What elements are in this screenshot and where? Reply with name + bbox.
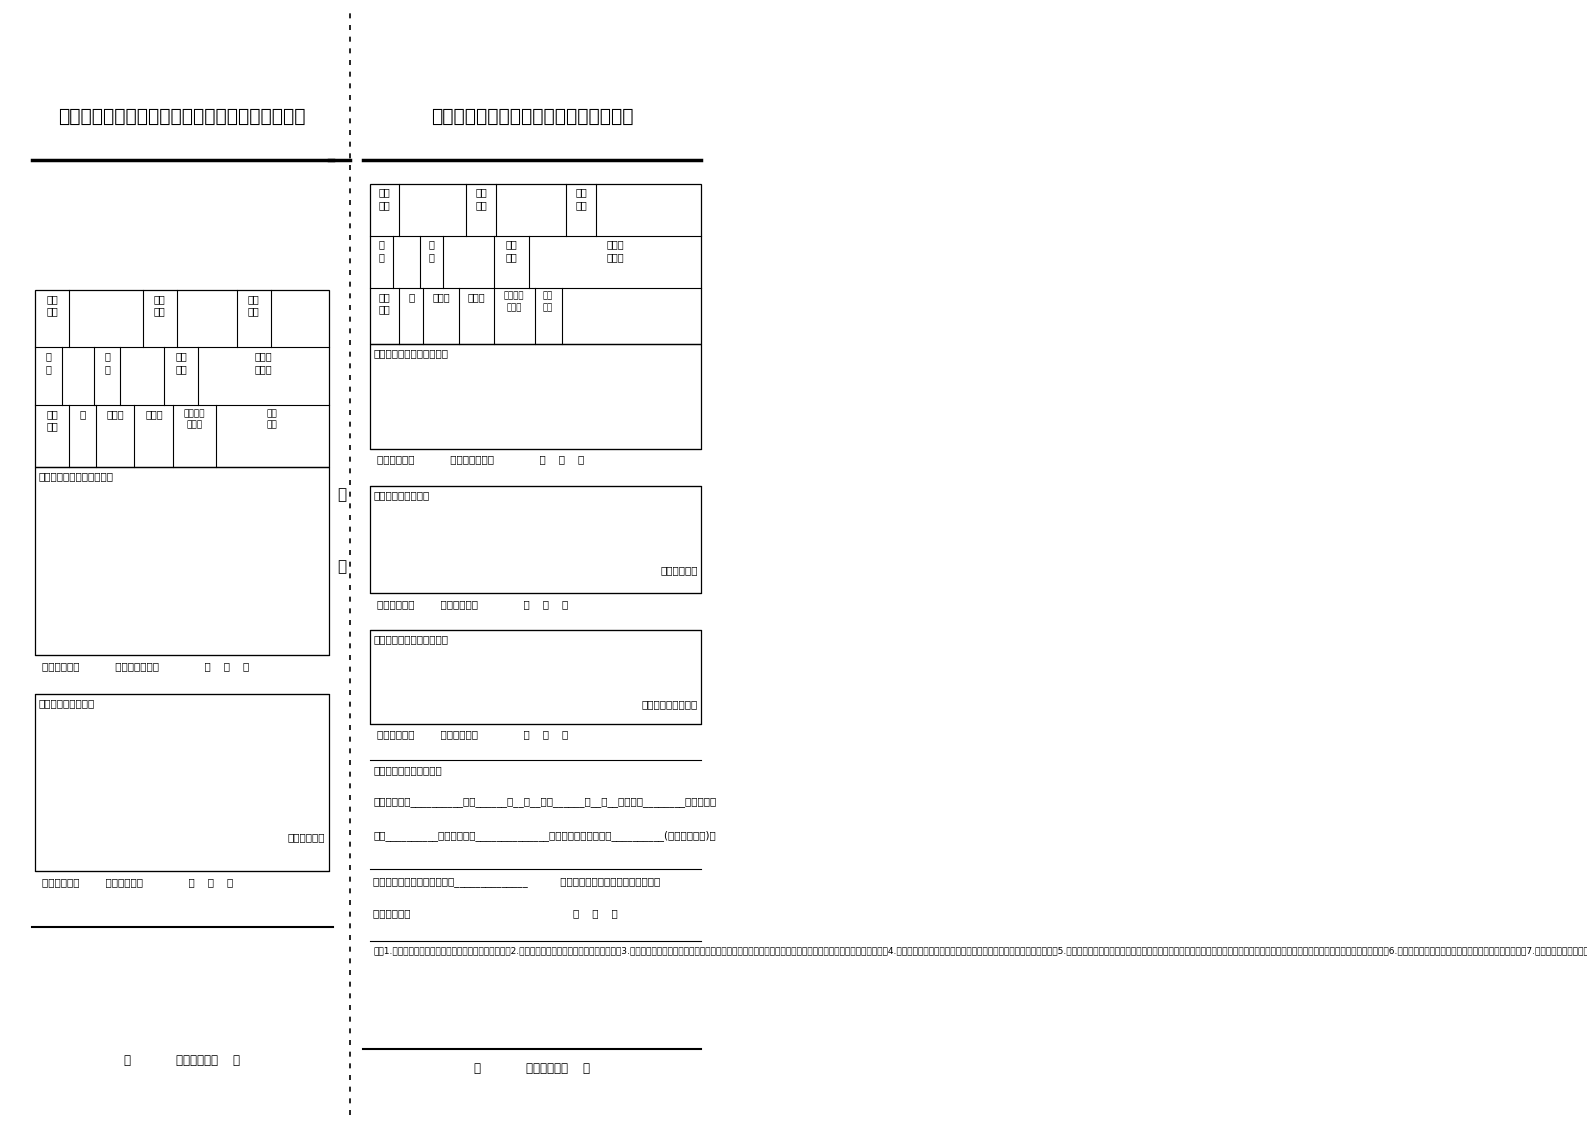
Text: 医院协查电话（固定电话）：______________          医疗机构（或新农合经办机构）盖章: 医院协查电话（固定电话）：______________ 医疗机构（或新农合经办机… [373, 876, 660, 886]
Text: （            新农合办）第    号: （ 新农合办）第 号 [124, 1054, 240, 1067]
Text: 所患
疾病: 所患 疾病 [576, 187, 587, 210]
Text: 转出医疗机构意见：: 转出医疗机构意见： [38, 698, 95, 708]
Text: 性
别: 性 别 [379, 240, 384, 263]
Text: （            新农合办）第    号: （ 新农合办）第 号 [475, 1061, 590, 1075]
Text: 甘肃省新型农村合作医疗转诊转院审批表（存根）: 甘肃省新型农村合作医疗转诊转院审批表（存根） [59, 107, 306, 126]
Text: 号: 号 [336, 559, 346, 574]
Text: 年
龄: 年 龄 [428, 240, 435, 263]
Text: 身份
证号: 身份 证号 [506, 240, 517, 263]
Bar [370, 629, 701, 724]
Text: 患者
地址: 患者 地址 [379, 292, 390, 314]
Text: 行政村: 行政村 [106, 410, 124, 420]
Bar [370, 343, 701, 449]
Text: 医疗机构盖章: 医疗机构盖章 [287, 833, 325, 843]
Text: 出院
日期: 出院 日期 [267, 410, 278, 430]
Text: 第: 第 [336, 487, 346, 502]
Text: 科主任签字：           经治医师签名：              年    月    日: 科主任签字： 经治医师签名： 年 月 日 [43, 661, 249, 671]
Text: 院号__________，住院总费用______________，住院和费用发生情况__________(属实，不属实)。: 院号__________，住院总费用______________，住院和费用发生… [373, 830, 716, 842]
Text: 科主任签字：           经治医师签名：              年    月    日: 科主任签字： 经治医师签名： 年 月 日 [378, 454, 584, 465]
Text: 注：1.各级新农合定点医疗机构必须落实分级分工制度；2.新农合患者应严格实行逐级转诊转院制度；3.转诊转院和住院时，患者须携带本人身份证、金穗惠农卡、户口簿、参: 注：1.各级新农合定点医疗机构必须落实分级分工制度；2.新农合患者应严格实行逐级… [373, 947, 1587, 956]
Text: 县农合办（局）审批意见：: 县农合办（局）审批意见： [373, 634, 449, 644]
Text: 医疗机构盖章: 医疗机构盖章 [660, 565, 698, 576]
Text: 身份
证号: 身份 证号 [175, 351, 187, 374]
Bar [35, 289, 329, 467]
Bar [35, 695, 329, 872]
Text: 甘肃省新型农村合作医疗转诊转院审批表: 甘肃省新型农村合作医疗转诊转院审批表 [430, 107, 633, 126]
Text: 自然村: 自然村 [468, 292, 486, 302]
Text: 所患
疾病: 所患 疾病 [248, 294, 259, 316]
Text: 患者
姓名: 患者 姓名 [379, 187, 390, 210]
Text: 年
龄: 年 龄 [105, 351, 110, 374]
Text: 患者
地址: 患者 地址 [46, 410, 57, 432]
Bar [35, 467, 329, 655]
Text: 病史摘要及转诊转院原因：: 病史摘要及转诊转院原因： [373, 348, 449, 358]
Text: 负责人签字：        经办人签字：              年    月    日: 负责人签字： 经办人签字： 年 月 日 [43, 876, 233, 886]
Text: 就诊或入
院日期: 就诊或入 院日期 [505, 292, 525, 312]
Bar [370, 184, 701, 343]
Text: 就诊或入
院日期: 就诊或入 院日期 [184, 410, 205, 430]
Text: 就诊
医院: 就诊 医院 [476, 187, 487, 210]
Text: 乡: 乡 [408, 292, 414, 302]
Text: 负责人签字：        经办人签字：              年    月    日: 负责人签字： 经办人签字： 年 月 日 [378, 599, 568, 608]
Text: 病史摘要及转诊转院原因：: 病史摘要及转诊转院原因： [38, 471, 114, 481]
Text: 经核实，患者__________，于______年__月__日至______年__月__日在我院________科住院，住: 经核实，患者__________，于______年__月__日至______年_… [373, 797, 717, 807]
Text: 转出医疗机构意见：: 转出医疗机构意见： [373, 490, 430, 500]
Text: 就诊
医院: 就诊 医院 [154, 294, 165, 316]
Bar [370, 486, 701, 594]
Text: 金穗惠
农卡号: 金穗惠 农卡号 [606, 240, 624, 263]
Text: 自然村: 自然村 [144, 410, 163, 420]
Text: 乡: 乡 [79, 410, 86, 420]
Text: 转入医疗机构核实意见：: 转入医疗机构核实意见： [373, 765, 443, 775]
Text: 出院
日期: 出院 日期 [543, 292, 554, 312]
Text: 行政村: 行政村 [432, 292, 449, 302]
Text: 县农合办（局）盖章: 县农合办（局）盖章 [641, 699, 698, 709]
Text: 负责人签字：        经办人签字：              年    月    日: 负责人签字： 经办人签字： 年 月 日 [378, 729, 568, 739]
Text: 经办人签字：                                                  年    月    日: 经办人签字： 年 月 日 [373, 908, 619, 918]
Text: 金穗惠
农卡号: 金穗惠 农卡号 [254, 351, 273, 374]
Text: 患者
姓名: 患者 姓名 [46, 294, 57, 316]
Text: 性
别: 性 别 [46, 351, 51, 374]
